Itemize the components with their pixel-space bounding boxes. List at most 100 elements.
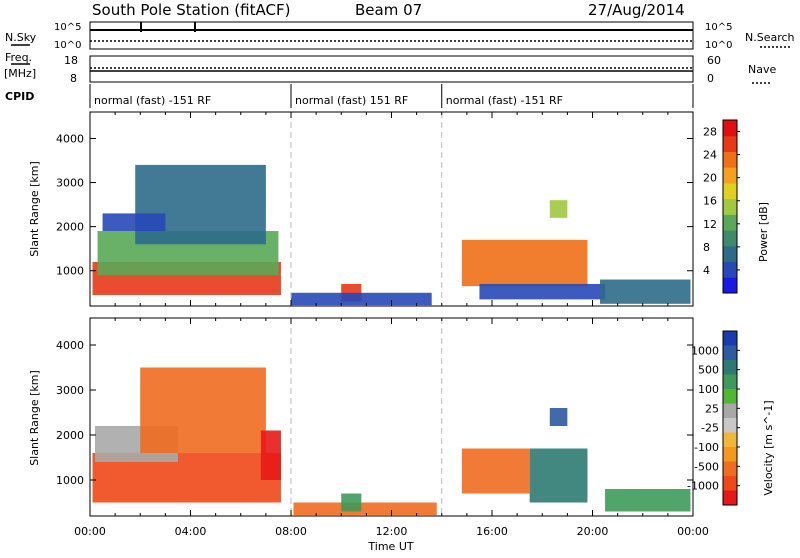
- colorbar-swatch: [723, 432, 737, 448]
- data-region: [140, 367, 266, 453]
- beam-label: Beam 07: [355, 1, 422, 19]
- colorbar-swatch: [723, 476, 737, 491]
- colorbar-swatch: [723, 167, 737, 184]
- colorbar-swatch: [723, 403, 737, 419]
- cpid-segment-label: normal (fast) -151 RF: [94, 94, 211, 107]
- cpid-segment-label: normal (fast) 151 RF: [295, 94, 408, 107]
- colorbar-tick-label: 8: [703, 241, 710, 254]
- colorbar-swatch: [723, 120, 737, 137]
- colorbar-swatch: [723, 261, 737, 278]
- freq-tick-high: 18: [64, 54, 78, 67]
- power-ylabel: Slant Range [km]: [28, 161, 41, 257]
- freq-label: Freq.: [5, 51, 32, 64]
- data-region: [293, 502, 437, 516]
- colorbar-swatch: [723, 418, 737, 433]
- velocity-panel: 1000 2000 3000 4000 Slant Range [km] 1000 50…: [28, 317, 775, 517]
- y-tick-label: 1000: [56, 474, 84, 487]
- freq-unit-label: [MHz]: [4, 67, 36, 80]
- velocity-ylabel: Slant Range [km]: [28, 370, 41, 466]
- freq-panel: [89, 55, 694, 83]
- colorbar-tick-label: 25: [705, 402, 719, 415]
- nave-label: Nave: [748, 63, 776, 76]
- colorbar-swatch: [723, 490, 737, 506]
- data-region: [605, 489, 691, 512]
- power-colorbar-label: Power [dB]: [757, 202, 770, 262]
- freq-tick-low: 8: [70, 72, 77, 85]
- colorbar-tick-label: -500: [694, 460, 719, 473]
- power-colorbar: 4 8 12 16 20 24 28: [703, 119, 740, 294]
- nsky-tick-high: 10^5: [54, 22, 81, 33]
- colorbar-tick-label: 24: [703, 149, 717, 162]
- nsearch-tick-low: 10^0: [705, 40, 732, 51]
- power-panel: 1000 2000 3000 4000 Slant Range [km] 4 8 12 16…: [28, 111, 770, 307]
- colorbar-tick-label: 12: [703, 218, 717, 231]
- data-region: [461, 239, 588, 287]
- noise-spike: [194, 22, 196, 32]
- time-tick-label: 00:00: [74, 525, 106, 538]
- colorbar-tick-label: 1000: [691, 344, 719, 357]
- colorbar-tick-label: 16: [703, 195, 717, 208]
- time-tick-label: 04:00: [175, 525, 207, 538]
- colorbar-swatch: [723, 389, 737, 404]
- y-tick-label: 2000: [56, 221, 84, 234]
- data-region: [549, 200, 568, 218]
- y-tick-label: 3000: [56, 384, 84, 397]
- velocity-axes: 1000 2000 3000 4000: [56, 318, 694, 516]
- time-tick-label: 16:00: [476, 525, 508, 538]
- data-region: [479, 283, 606, 300]
- colorbar-swatch: [723, 230, 737, 247]
- data-region: [529, 448, 588, 503]
- nsearch-label: N.Search: [745, 31, 795, 44]
- noise-panel: [89, 21, 694, 50]
- nsearch-tick-high: 10^5: [705, 22, 732, 33]
- colorbar-tick-label: 500: [698, 364, 719, 377]
- colorbar-tick-label: 28: [703, 126, 717, 139]
- colorbar-swatch: [723, 214, 737, 231]
- y-tick-label: 2000: [56, 429, 84, 442]
- colorbar-swatch: [723, 182, 737, 200]
- velocity-colorbar-label: Velocity [m s^-1]: [762, 400, 775, 495]
- colorbar-swatch: [723, 151, 737, 168]
- colorbar-swatch: [723, 461, 737, 477]
- y-tick-label: 4000: [56, 132, 84, 145]
- colorbar-tick-label: 20: [703, 172, 717, 185]
- cpid-label: CPID: [5, 90, 34, 103]
- nsky-tick-low: 10^0: [54, 40, 81, 51]
- colorbar-swatch: [723, 135, 737, 152]
- data-region: [461, 448, 530, 494]
- noise-spike: [140, 22, 142, 32]
- colorbar-tick-label: -100: [694, 441, 719, 454]
- colorbar-tick-label: -25: [701, 422, 719, 435]
- cpid-segment-label: normal (fast) -151 RF: [446, 94, 563, 107]
- data-region: [549, 408, 568, 426]
- colorbar-swatch: [723, 345, 737, 361]
- colorbar-tick-label: 100: [698, 383, 719, 396]
- time-tick-label: 12:00: [376, 525, 408, 538]
- cpid-segments: normal (fast) -151 RF normal (fast) 151 R…: [94, 84, 563, 108]
- time-axis-ticks: 00:00 04:00 08:00 12:00 16:00 20:00 00:00: [74, 525, 709, 538]
- colorbar-swatch: [723, 277, 737, 294]
- data-region: [600, 279, 691, 304]
- y-tick-label: 1000: [56, 265, 84, 278]
- colorbar-tick-label: 4: [703, 264, 710, 277]
- velocity-colorbar: 1000 500 100 25 -25 -100 -500 -1000: [687, 330, 740, 506]
- data-region: [341, 493, 362, 512]
- colorbar-swatch: [723, 198, 737, 215]
- y-tick-label: 3000: [56, 177, 84, 190]
- data-region: [135, 164, 266, 245]
- power-axes: 1000 2000 3000 4000: [56, 112, 694, 306]
- velocity-regions: [92, 367, 691, 516]
- nave-tick-high: 60: [707, 54, 721, 67]
- time-axis-label: Time UT: [367, 540, 413, 553]
- colorbar-swatch: [723, 331, 737, 346]
- colorbar-frame: [722, 330, 738, 506]
- colorbar-swatch: [723, 360, 737, 375]
- colorbar-tick-label: -1000: [687, 480, 719, 493]
- colorbar-frame: [722, 119, 738, 294]
- date-label: 27/Aug/2014: [588, 1, 685, 19]
- data-region: [291, 292, 432, 306]
- y-tick-label: 4000: [56, 339, 84, 352]
- colorbar-swatch: [723, 447, 737, 462]
- colorbar-swatch: [723, 245, 737, 263]
